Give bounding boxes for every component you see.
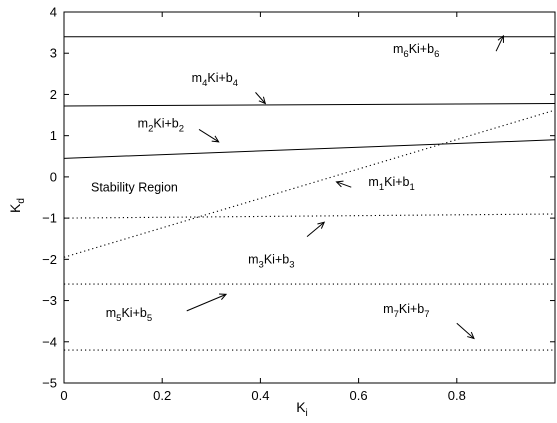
annotation-arrow [306, 221, 325, 238]
annotation-arrowhead [219, 293, 228, 300]
annotation-label: m5Ki+b5 [106, 306, 152, 324]
y-axis-label: Kd [7, 198, 27, 213]
annotation-3: m2Ki+b2 [138, 116, 220, 143]
annotation-arrowhead [497, 34, 504, 43]
annotation-arrow [456, 322, 475, 339]
stability-region-label: Stability Region [91, 180, 178, 194]
annotation-label: m2Ki+b2 [138, 116, 184, 134]
y-tick-label: −1 [42, 211, 57, 226]
annotation-arrow [336, 181, 352, 188]
annotation-arrowhead [317, 221, 326, 229]
x-axis-label-main: K [296, 399, 306, 415]
x-axis-label: Ki [296, 399, 308, 419]
annotation-arrow [198, 129, 219, 143]
x-tick-label: 0.2 [153, 388, 171, 403]
y-tick-label: −5 [42, 376, 57, 391]
y-tick-label: 1 [50, 128, 57, 143]
x-tick-label: 0.6 [350, 388, 368, 403]
annotation-label: m1Ki+b1 [368, 175, 414, 193]
y-tick-label: 4 [50, 5, 57, 20]
annotation-label: m3Ki+b3 [248, 252, 294, 270]
annotation-1: m4Ki+b4 [192, 71, 267, 105]
x-tick-label: 0.4 [251, 388, 269, 403]
annotation-4: m1Ki+b1 [335, 175, 415, 193]
annotation-label: m4Ki+b4 [192, 71, 238, 89]
annotation-arrowhead [211, 135, 220, 143]
annotation-arrow [495, 35, 504, 52]
y-tick-label: −2 [42, 252, 57, 267]
annotation-arrow [255, 92, 266, 104]
y-axis-label-sub: d [16, 198, 27, 204]
y-tick-label: 0 [50, 169, 57, 184]
plot-frame [63, 11, 556, 384]
series-line-2 [63, 103, 556, 107]
y-tick-label: 2 [50, 87, 57, 102]
annotation-7: m7Ki+b7 [383, 302, 475, 340]
x-tick-label: 0.8 [448, 388, 466, 403]
plot-lines [63, 36, 556, 351]
annotation-arrow [186, 293, 227, 312]
x-axis-label-sub: i [306, 408, 308, 419]
annotation-arrowhead [335, 180, 344, 188]
series-line-4 [63, 109, 556, 258]
annotation-5: m3Ki+b3 [248, 221, 326, 270]
y-tick-label: −3 [42, 293, 57, 308]
plot-annotations: m4Ki+b4 m6Ki+b6 m2Ki+b2 m1Ki+b1 m3Ki+b3 m5Ki+… [106, 34, 504, 340]
x-tick-label: 0 [60, 388, 67, 403]
annotation-label: m7Ki+b7 [383, 302, 429, 320]
axis-ticks: 0 0.2 0.4 0.6 0.8 −5 −4 −3 −2 −1 0 1 2 3 4 [42, 5, 555, 403]
y-tick-label: −4 [42, 334, 57, 349]
annotation-6: m5Ki+b5 [106, 293, 228, 324]
series-line-5 [63, 213, 556, 219]
annotation-arrowhead [258, 96, 267, 105]
annotation-label: m6Ki+b6 [393, 42, 439, 60]
y-axis-label-main: K [7, 203, 23, 213]
series-line-3 [63, 139, 556, 159]
annotation-arrowhead [467, 331, 475, 340]
y-tick-label: 3 [50, 46, 57, 61]
annotation-2: m6Ki+b6 [393, 34, 504, 60]
